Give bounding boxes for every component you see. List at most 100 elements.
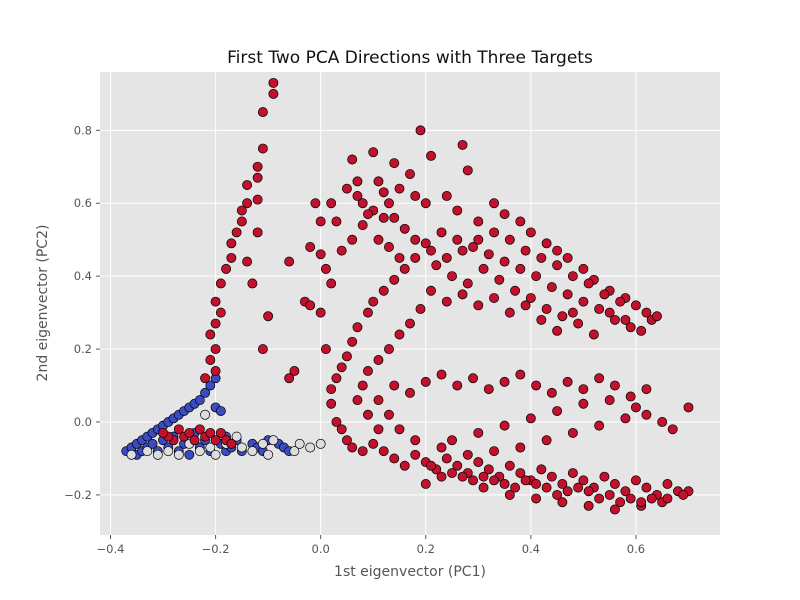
scatter-point bbox=[609, 504, 620, 515]
scatter-point bbox=[483, 249, 494, 260]
scatter-point bbox=[594, 493, 605, 504]
scatter-point bbox=[242, 256, 253, 267]
scatter-point bbox=[552, 260, 563, 271]
scatter-point bbox=[468, 475, 479, 486]
scatter-point bbox=[326, 398, 337, 409]
scatter-point bbox=[289, 365, 300, 376]
scatter-point bbox=[210, 318, 221, 329]
scatter-point bbox=[242, 180, 253, 190]
scatter-point bbox=[478, 482, 489, 493]
scatter-point bbox=[315, 249, 326, 260]
scatter-point bbox=[378, 285, 389, 296]
scatter-point bbox=[315, 307, 326, 318]
scatter-point bbox=[231, 431, 242, 442]
scatter-point bbox=[457, 245, 468, 256]
scatter-point bbox=[373, 176, 384, 187]
scatter-point bbox=[541, 435, 552, 446]
scatter-point bbox=[289, 446, 300, 457]
scatter-point bbox=[567, 427, 578, 438]
scatter-point bbox=[609, 479, 620, 489]
scatter-point bbox=[410, 191, 421, 201]
scatter-point bbox=[341, 183, 352, 194]
scatter-point bbox=[520, 245, 531, 256]
scatter-point bbox=[305, 242, 316, 252]
scatter-point bbox=[331, 373, 342, 384]
x-axis-ticks: −0.4 −0.2 0.0 0.2 0.4 0.6 bbox=[97, 535, 645, 556]
scatter-point bbox=[641, 307, 652, 318]
x-tick-label: −0.2 bbox=[202, 542, 230, 556]
scatter-point bbox=[284, 373, 295, 384]
scatter-point bbox=[483, 384, 494, 395]
scatter-point bbox=[200, 387, 211, 398]
scatter-point bbox=[625, 391, 636, 402]
scatter-point bbox=[630, 475, 641, 486]
scatter-point bbox=[578, 296, 589, 307]
scatter-point bbox=[636, 325, 647, 336]
scatter-point bbox=[389, 380, 400, 391]
scatter-point bbox=[384, 344, 394, 355]
scatter-point bbox=[305, 300, 316, 311]
scatter-point bbox=[520, 300, 531, 311]
scatter-point bbox=[499, 479, 510, 489]
x-tick-label: 0.6 bbox=[627, 542, 645, 556]
scatter-point bbox=[641, 482, 652, 493]
y-axis-label: 2nd eigenvector (PC2) bbox=[35, 225, 51, 382]
scatter-point bbox=[594, 373, 605, 384]
scatter-point bbox=[373, 355, 384, 365]
scatter-point bbox=[347, 234, 358, 245]
scatter-point bbox=[257, 344, 268, 355]
y-tick-label: −0.2 bbox=[64, 488, 92, 502]
scatter-point bbox=[331, 417, 342, 427]
scatter-point bbox=[242, 198, 253, 209]
scatter-point bbox=[426, 285, 436, 296]
scatter-point bbox=[210, 435, 221, 446]
scatter-point bbox=[373, 424, 384, 435]
y-tick-label: 0.0 bbox=[74, 415, 92, 429]
scatter-point bbox=[452, 205, 463, 216]
scatter-point bbox=[452, 380, 463, 391]
scatter-point bbox=[489, 293, 500, 303]
scatter-point bbox=[525, 413, 536, 424]
scatter-point bbox=[630, 300, 641, 311]
scatter-point bbox=[236, 442, 247, 453]
scatter-point bbox=[651, 311, 662, 322]
scatter-point bbox=[426, 460, 436, 471]
scatter-point bbox=[562, 252, 573, 263]
data-points bbox=[121, 77, 694, 515]
scatter-point bbox=[363, 409, 373, 420]
plot-area bbox=[100, 72, 720, 535]
scatter-point bbox=[389, 453, 400, 464]
scatter-point bbox=[158, 427, 169, 438]
scatter-point bbox=[641, 409, 652, 420]
scatter-point bbox=[599, 471, 610, 482]
scatter-point bbox=[620, 314, 631, 325]
scatter-point bbox=[504, 460, 515, 471]
scatter-point bbox=[557, 479, 568, 489]
scatter-point bbox=[447, 271, 457, 282]
scatter-point bbox=[468, 373, 479, 384]
scatter-point bbox=[320, 263, 331, 274]
scatter-point bbox=[515, 263, 526, 274]
scatter-point bbox=[562, 289, 573, 300]
scatter-point bbox=[546, 282, 557, 293]
scatter-point bbox=[352, 191, 363, 201]
scatter-point bbox=[420, 376, 431, 387]
scatter-point bbox=[594, 420, 605, 431]
scatter-point bbox=[394, 183, 405, 194]
scatter-point bbox=[352, 176, 363, 187]
scatter-point bbox=[363, 365, 373, 376]
scatter-point bbox=[531, 380, 542, 391]
scatter-point bbox=[436, 471, 447, 482]
scatter-point bbox=[431, 260, 442, 271]
scatter-point bbox=[368, 296, 379, 307]
scatter-point bbox=[536, 314, 547, 325]
scatter-point bbox=[257, 107, 268, 118]
scatter-point bbox=[594, 304, 605, 314]
scatter-point bbox=[142, 446, 153, 457]
scatter-point bbox=[494, 274, 505, 285]
scatter-point bbox=[384, 198, 394, 209]
scatter-point bbox=[410, 435, 421, 446]
scatter-point bbox=[173, 424, 184, 435]
scatter-point bbox=[462, 165, 473, 176]
scatter-point bbox=[357, 380, 368, 391]
